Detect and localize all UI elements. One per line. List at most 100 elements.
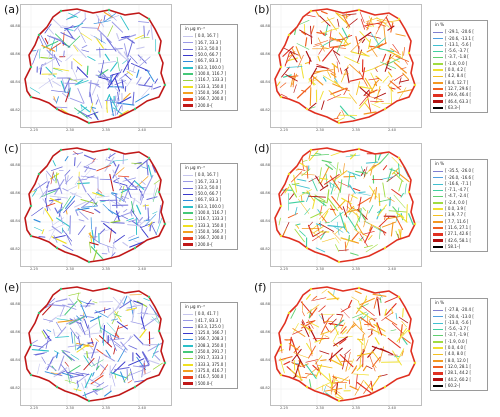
legend-label: ] 200.0–[ xyxy=(195,103,213,109)
ring-junction xyxy=(408,191,410,193)
map-legend: in %[ -27.8, -20.4 [[ -20.4, -13.0 [[ -1… xyxy=(430,298,488,391)
road-segment xyxy=(345,242,346,251)
road-segment xyxy=(137,70,139,77)
road-segment xyxy=(323,386,326,393)
road-segment xyxy=(309,222,312,226)
road-segment xyxy=(331,209,335,210)
panel-label: (d) xyxy=(254,142,270,155)
road-segment xyxy=(87,66,88,74)
road-segment xyxy=(108,26,113,37)
legend-swatch xyxy=(433,190,443,191)
road-segment xyxy=(65,380,76,383)
road-segment xyxy=(53,81,61,86)
legend-swatch xyxy=(433,360,443,362)
road-segment xyxy=(321,360,326,361)
road-segment xyxy=(64,351,70,353)
road-segment xyxy=(110,385,111,391)
road-segment xyxy=(332,197,342,210)
road-segment xyxy=(86,303,94,304)
x-tick-label: 2.35 xyxy=(102,406,110,410)
ring-junction xyxy=(310,288,312,290)
road-segment xyxy=(103,204,113,214)
road-segment xyxy=(378,205,386,216)
road-segment xyxy=(121,16,129,30)
road-segment xyxy=(76,211,78,216)
panel-label: (a) xyxy=(4,3,19,16)
road-segment xyxy=(111,372,128,378)
y-tick-label: 48.84 xyxy=(0,80,20,84)
road-segment xyxy=(39,340,51,350)
road-segment xyxy=(134,241,140,243)
road-segment xyxy=(142,229,149,238)
road-segment xyxy=(374,364,376,368)
road-segment xyxy=(108,246,109,252)
road-segment xyxy=(296,169,300,170)
road-segment xyxy=(307,191,314,201)
road-segment xyxy=(345,57,360,64)
road-segment xyxy=(297,44,309,50)
road-segment xyxy=(396,217,403,230)
road-segment xyxy=(118,92,119,100)
road-segment xyxy=(154,86,161,89)
ring-junction xyxy=(60,149,62,151)
road-segment xyxy=(363,335,364,341)
road-segment xyxy=(94,21,111,24)
road-segment xyxy=(140,330,146,338)
y-tick-label: 48.88 xyxy=(0,24,20,28)
legend-swatch xyxy=(183,231,193,233)
road-segment xyxy=(123,243,128,246)
road-segment xyxy=(406,205,407,222)
road-segment xyxy=(328,162,336,169)
road-segment xyxy=(331,152,340,155)
road-segment xyxy=(139,85,152,87)
road-segment xyxy=(75,158,76,166)
road-segment xyxy=(129,346,137,350)
legend-swatch xyxy=(433,38,443,39)
road-segment xyxy=(51,90,69,92)
road-segment xyxy=(337,314,343,315)
ring-junction xyxy=(148,157,150,159)
road-segment xyxy=(294,85,297,93)
road-segment xyxy=(38,364,40,374)
legend-swatch xyxy=(433,316,443,317)
road-segment xyxy=(49,28,54,34)
y-tick-label: 48.84 xyxy=(250,358,270,362)
map-legend: in %[ -35.5, -26.0 [[ -26.0, -16.6 [[ -1… xyxy=(430,159,488,252)
road-segment xyxy=(369,205,373,213)
road-segment xyxy=(327,18,336,31)
road-segment xyxy=(54,351,59,354)
road-segment xyxy=(101,201,106,202)
panel-label: (b) xyxy=(254,3,270,16)
road-segment xyxy=(302,377,307,378)
map-legend: in µg m⁻³[ 0.0, 16.7 ]] 16.7, 33.3 ]] 33… xyxy=(180,163,238,250)
road-segment xyxy=(302,159,303,169)
road-segment xyxy=(326,174,327,187)
road-segment xyxy=(394,195,405,208)
legend-swatch xyxy=(433,354,443,356)
road-segment xyxy=(77,67,87,77)
x-tick-label: 2.35 xyxy=(102,267,110,271)
legend-swatch xyxy=(183,339,193,340)
road-segment xyxy=(127,370,128,381)
legend-swatch xyxy=(183,370,193,372)
ring-junction xyxy=(134,247,136,249)
road-segment xyxy=(104,15,105,21)
ring-junction xyxy=(280,344,282,346)
road-segment xyxy=(31,340,38,344)
ring-junction xyxy=(30,66,32,68)
ring-junction xyxy=(108,148,110,150)
ring-junction xyxy=(358,287,360,289)
x-tick-label: 2.40 xyxy=(138,406,146,410)
ring-junction xyxy=(358,9,360,11)
road-segment xyxy=(92,80,98,95)
road-segment xyxy=(326,165,333,170)
road-segment xyxy=(372,329,373,333)
road-segment xyxy=(330,176,339,190)
road-segment xyxy=(56,97,58,104)
road-segment xyxy=(61,33,75,40)
ring-junction xyxy=(60,10,62,12)
road-segment xyxy=(393,351,402,365)
legend-swatch xyxy=(183,188,193,189)
x-tick-label: 2.40 xyxy=(388,128,396,132)
road-segment xyxy=(111,373,115,386)
